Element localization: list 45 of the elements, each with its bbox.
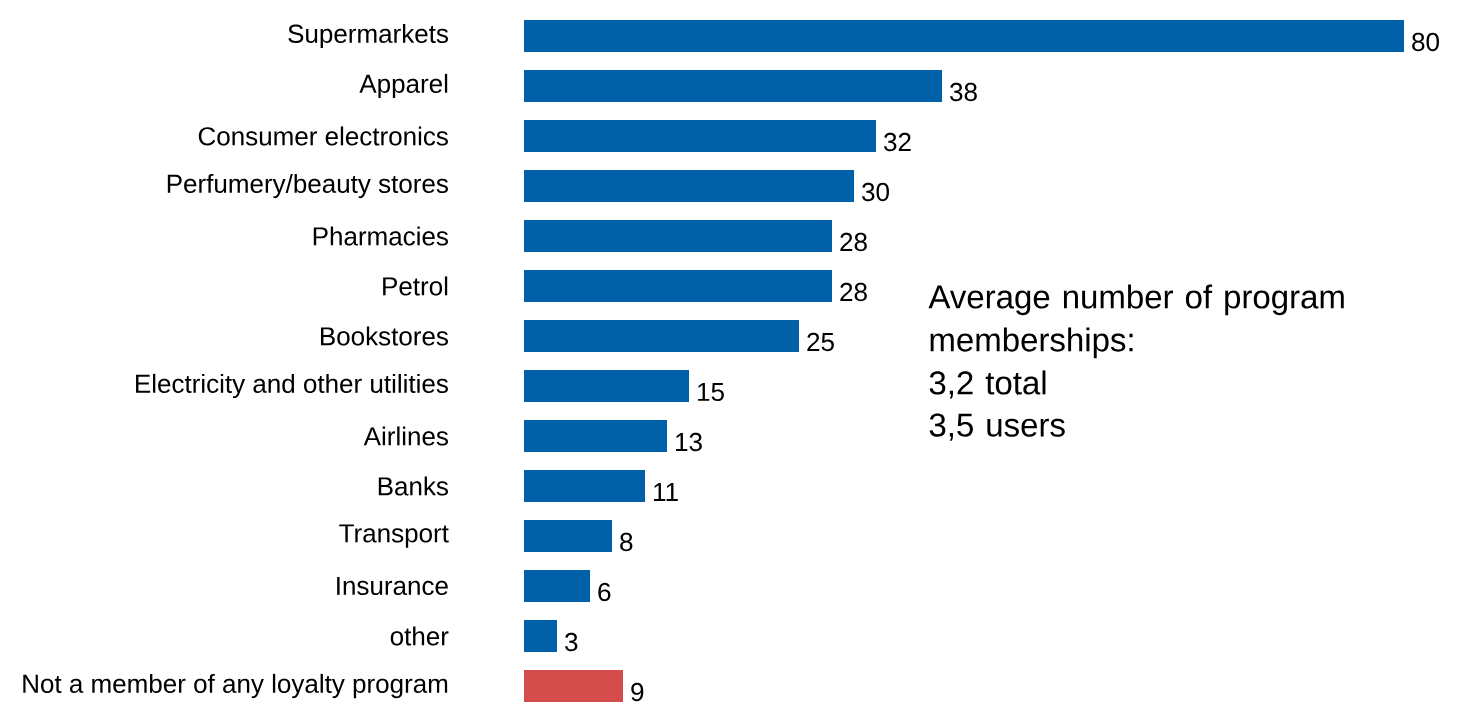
bar — [524, 670, 623, 703]
data-label: 3 — [565, 632, 578, 652]
y-tick-label: Transport — [339, 524, 449, 548]
y-tick-label: Not a member of any loyalty program — [23, 673, 448, 699]
data-label: 6 — [598, 582, 611, 602]
y-tick-label: Petrol — [383, 276, 448, 296]
data-label: 32 — [884, 132, 911, 152]
data-label: 28 — [840, 282, 867, 302]
y-tick-label: Supermarkets — [288, 23, 448, 49]
y-tick-label: Perfumery/beauty stores — [167, 173, 448, 199]
y-tick-label: Pharmacies — [313, 226, 448, 246]
bar — [524, 70, 942, 103]
annotation: 3,2 total — [929, 370, 1046, 399]
bar — [524, 620, 557, 653]
bar — [524, 470, 645, 503]
y-tick-label: Banks — [378, 476, 448, 496]
y-tick-label: Consumer electronics — [198, 126, 448, 146]
data-label: 15 — [698, 382, 724, 402]
data-label: 28 — [840, 232, 867, 252]
data-label: 25 — [807, 332, 834, 352]
y-tick-label: Airlines — [363, 426, 448, 446]
y-tick-label: Insurance — [337, 576, 448, 596]
bar — [524, 220, 832, 253]
y-tick-label: other — [390, 626, 449, 646]
y-tick-label: Electricity and other utilities — [136, 373, 448, 399]
data-label: 38 — [950, 82, 977, 102]
data-label: 8 — [620, 532, 633, 552]
bar — [524, 20, 1404, 53]
data-label: 80 — [1412, 32, 1439, 52]
bar — [524, 270, 832, 303]
y-tick-label: Bookstores — [321, 326, 448, 346]
bar — [524, 520, 612, 553]
data-label: 13 — [676, 432, 702, 452]
annotation: Average number of program memberships: — [928, 284, 1344, 359]
bar — [524, 370, 689, 403]
bar — [524, 170, 854, 203]
data-label: 11 — [654, 483, 678, 501]
bar — [524, 570, 590, 603]
data-label: 9 — [631, 682, 644, 702]
data-label: 30 — [862, 182, 889, 202]
y-tick-label: Apparel — [359, 73, 448, 99]
annotation: 3,5 users — [929, 413, 1065, 441]
bar — [524, 320, 799, 353]
bar — [524, 420, 667, 453]
bar — [524, 120, 876, 152]
